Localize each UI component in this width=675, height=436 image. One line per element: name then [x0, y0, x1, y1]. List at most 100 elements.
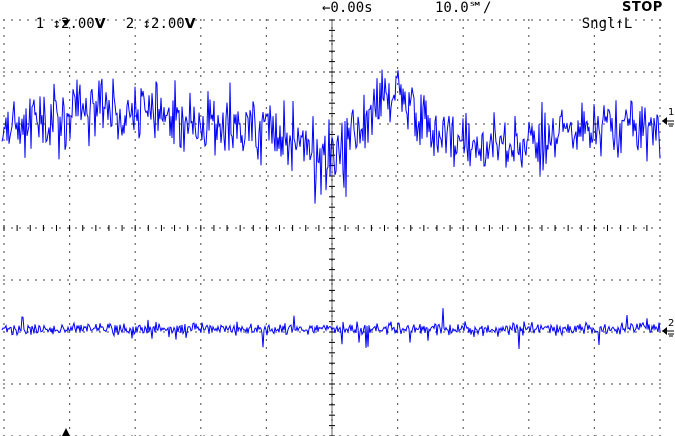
- grid-dot: [528, 315, 530, 317]
- grid-dot: [397, 179, 399, 181]
- grid-dot: [403, 175, 405, 177]
- grid-dot: [611, 279, 613, 281]
- grid-dot: [219, 227, 221, 229]
- grid-dot: [134, 115, 136, 117]
- grid-dot: [323, 123, 325, 125]
- grid-dot: [69, 411, 71, 413]
- grid-dot: [134, 283, 136, 285]
- grid-dot: [411, 331, 413, 333]
- grid-dot: [651, 227, 653, 229]
- grid-dot: [179, 175, 181, 177]
- grid-dot: [265, 43, 267, 45]
- grid-dot: [528, 99, 530, 101]
- grid-dot: [528, 347, 530, 349]
- grid-dot: [200, 27, 202, 29]
- grid-dot: [579, 227, 581, 229]
- trigger-position-bottom-marker: [62, 428, 70, 436]
- grid-dot: [75, 123, 77, 125]
- grid-dot: [593, 331, 595, 333]
- grid-dot: [91, 279, 93, 281]
- grid-dot: [659, 195, 661, 197]
- grid-dot: [3, 219, 5, 221]
- grid-dot: [155, 331, 157, 333]
- grid-dot: [275, 331, 277, 333]
- grid-dot: [499, 279, 501, 281]
- grid-dot: [200, 99, 202, 101]
- grid-dot: [27, 19, 29, 21]
- grid-dot: [155, 123, 157, 125]
- grid-dot: [267, 19, 269, 21]
- grid-dot: [203, 123, 205, 125]
- grid-dot: [3, 371, 5, 373]
- grid-dot: [35, 175, 37, 177]
- grid-dot: [107, 227, 109, 229]
- grid-dot: [219, 279, 221, 281]
- grid-dot: [555, 227, 557, 229]
- grid-dot: [265, 235, 267, 237]
- grid-dot: [323, 19, 325, 21]
- grid-dot: [3, 163, 5, 165]
- grid-dot: [265, 115, 267, 117]
- grid-dot: [467, 175, 469, 177]
- grid-dot: [67, 279, 69, 281]
- grid-dot: [251, 19, 253, 21]
- grid-dot: [459, 279, 461, 281]
- grid-dot: [107, 19, 109, 21]
- grid-dot: [259, 383, 261, 385]
- grid-dot: [462, 275, 464, 277]
- grid-dot: [134, 403, 136, 405]
- grid-dot: [462, 19, 464, 21]
- grid-dot: [571, 175, 573, 177]
- grid-dot: [134, 171, 136, 173]
- grid-dot: [3, 107, 5, 109]
- grid-dot: [83, 279, 85, 281]
- grid-dot: [99, 175, 101, 177]
- grid-dot: [659, 19, 661, 21]
- grid-dot: [51, 383, 53, 385]
- grid-dot: [635, 175, 637, 177]
- grid-dot: [139, 227, 141, 229]
- grid-dot: [491, 71, 493, 73]
- grid-dot: [435, 279, 437, 281]
- grid-dot: [619, 71, 621, 73]
- grid-dot: [435, 331, 437, 333]
- grid-dot: [528, 339, 530, 341]
- grid-dot: [235, 19, 237, 21]
- grid-dot: [195, 383, 197, 385]
- grid-dot: [83, 227, 85, 229]
- grid-dot: [115, 279, 117, 281]
- grid-dot: [397, 363, 399, 365]
- grid-dot: [462, 107, 464, 109]
- grid-dot: [195, 331, 197, 333]
- grid-dot: [593, 427, 595, 429]
- grid-dot: [69, 147, 71, 149]
- grid-dot: [411, 71, 413, 73]
- grid-dot: [635, 383, 637, 385]
- grid-dot: [3, 387, 5, 389]
- grid-dot: [315, 19, 317, 21]
- grid-dot: [203, 71, 205, 73]
- grid-dot: [595, 279, 597, 281]
- grid-dot: [35, 227, 37, 229]
- grid-dot: [200, 195, 202, 197]
- grid-dot: [462, 315, 464, 317]
- grid-dot: [187, 71, 189, 73]
- grid-dot: [131, 279, 133, 281]
- grid-dot: [67, 123, 69, 125]
- grid-dot: [299, 331, 301, 333]
- grid-dot: [265, 171, 267, 173]
- grid-dot: [265, 91, 267, 93]
- grid-dot: [259, 19, 261, 21]
- grid-dot: [251, 71, 253, 73]
- grid-dot: [200, 35, 202, 37]
- grid-dot: [69, 323, 71, 325]
- grid-dot: [134, 371, 136, 373]
- grid-dot: [27, 227, 29, 229]
- grid-dot: [211, 227, 213, 229]
- grid-dot: [203, 19, 205, 21]
- grid-dot: [291, 175, 293, 177]
- grid-dot: [419, 279, 421, 281]
- grid-dot: [131, 175, 133, 177]
- grid-dot: [265, 67, 267, 69]
- grid-dot: [134, 411, 136, 413]
